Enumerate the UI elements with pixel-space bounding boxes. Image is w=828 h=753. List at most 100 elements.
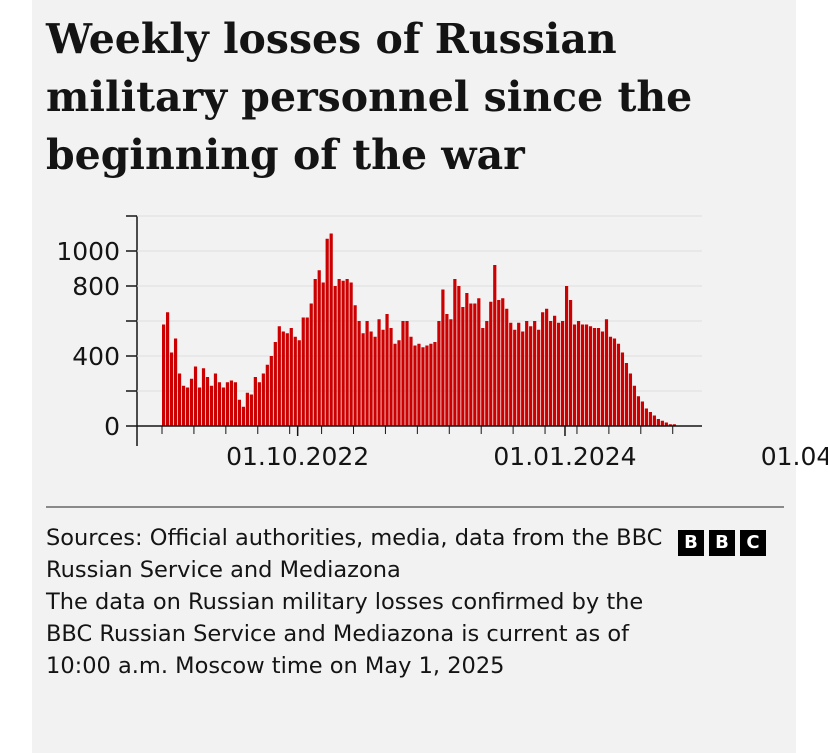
bar [177, 373, 182, 426]
bar [608, 336, 613, 426]
bar [604, 319, 609, 426]
bar [309, 303, 313, 426]
bar [632, 385, 637, 426]
bar [225, 382, 230, 426]
bar [501, 298, 505, 426]
bar [489, 301, 493, 426]
bar [357, 321, 361, 426]
bar [269, 356, 273, 426]
bar [572, 324, 577, 426]
bar [553, 315, 557, 426]
bar [453, 279, 457, 426]
bar [201, 368, 206, 426]
footer-divider [46, 506, 784, 508]
bar [317, 270, 321, 426]
bar-chart: 0 400 800 1000 01.10.2022 01.01.2024 01.04.20… [56, 215, 828, 471]
footer-text: Sources: Official authorities, media, da… [46, 522, 666, 682]
bar [465, 293, 469, 426]
bar [221, 387, 226, 426]
bar [369, 331, 373, 426]
bar [253, 377, 257, 426]
x-axis: 01.10.2022 01.01.2024 01.04.2025 [137, 425, 828, 471]
bar [193, 366, 198, 426]
bar [413, 345, 417, 426]
bar [389, 328, 393, 426]
bar [461, 307, 465, 426]
bar [162, 324, 166, 426]
bar [429, 343, 433, 426]
y-tick-label: 400 [72, 342, 120, 371]
bar [401, 321, 405, 426]
bar [668, 424, 672, 426]
bar [561, 321, 565, 426]
bar [584, 324, 589, 426]
bar [445, 314, 449, 426]
bar [624, 363, 629, 426]
bar [349, 282, 353, 426]
bar [345, 279, 349, 426]
bar [652, 415, 656, 426]
bar [509, 322, 513, 426]
bar [557, 322, 561, 426]
bar [381, 329, 385, 426]
bar [361, 333, 365, 426]
bar [281, 331, 285, 426]
bar [564, 286, 569, 426]
bar [377, 319, 381, 426]
bar [437, 321, 441, 426]
bar [533, 321, 537, 426]
bar [457, 286, 461, 426]
bar [189, 378, 194, 426]
bar [477, 298, 481, 426]
bar [265, 364, 269, 426]
bar [321, 282, 325, 426]
bar [337, 279, 341, 426]
bar [245, 392, 249, 426]
bar [664, 422, 668, 426]
bar [169, 352, 174, 426]
bar [165, 312, 170, 426]
bar [580, 324, 585, 426]
bar [521, 331, 525, 426]
bar [229, 380, 234, 426]
bar [529, 326, 533, 426]
bar [644, 408, 648, 426]
bar [628, 373, 633, 426]
x-tick-label: 01.10.2022 [226, 442, 369, 471]
bar [421, 347, 425, 426]
bar [505, 308, 509, 426]
chart-title: Weekly losses of Russian military person… [46, 15, 693, 179]
bar [237, 399, 242, 426]
bar [173, 338, 178, 426]
bar [425, 345, 429, 426]
bbc-logo: B B C [678, 530, 766, 556]
bar [616, 343, 621, 426]
bar [576, 321, 581, 426]
bar [341, 280, 345, 426]
bar [393, 343, 397, 426]
bar [525, 321, 529, 426]
bar [373, 336, 377, 426]
bar [297, 340, 301, 426]
bbc-logo-letter-1: B [678, 530, 704, 556]
bar [481, 328, 485, 426]
bar [517, 322, 521, 426]
bar [257, 382, 261, 426]
bar [433, 342, 437, 426]
y-tick-label: 1000 [56, 237, 120, 266]
bbc-logo-letter-2: B [709, 530, 735, 556]
bar [469, 303, 473, 426]
bar [493, 265, 497, 426]
bbc-logo-letter-3: C [740, 530, 766, 556]
x-tick-label: 01.01.2024 [493, 442, 636, 471]
bar [409, 336, 413, 426]
bar [612, 338, 617, 426]
bar [513, 329, 517, 426]
bar [537, 329, 541, 426]
bar [417, 343, 421, 426]
bar [205, 377, 210, 426]
bar [277, 326, 281, 426]
bar [273, 342, 277, 426]
bar [353, 305, 357, 426]
bar [285, 333, 289, 426]
